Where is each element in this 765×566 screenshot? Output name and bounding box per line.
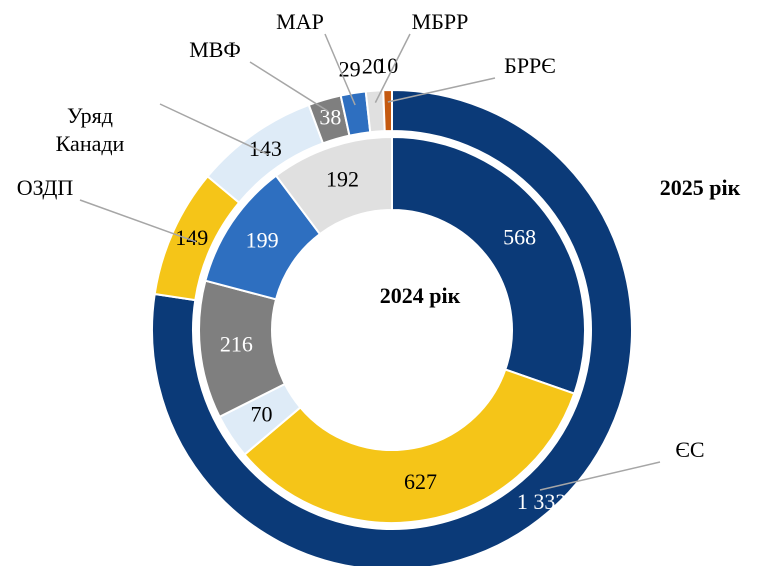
leader-line	[374, 33, 411, 103]
leader-line	[387, 77, 496, 103]
donut-segment	[382, 88, 393, 133]
category-label: ЄС	[675, 437, 705, 462]
donut-segment	[274, 135, 393, 236]
leader-line	[324, 33, 356, 106]
category-label: МБРР	[411, 9, 469, 34]
category-label: МВФ	[189, 37, 241, 62]
leader-line	[249, 61, 329, 112]
value-label: 216	[220, 331, 253, 356]
category-label: Уряд Канади	[55, 103, 125, 156]
outer-ring-title: 2025 рік	[660, 175, 741, 200]
value-label: 29	[339, 56, 361, 81]
value-label: 199	[246, 228, 279, 253]
value-label: 20	[362, 54, 384, 79]
value-label: 149	[175, 225, 208, 250]
category-label: МАР	[276, 9, 324, 34]
donut-segment	[391, 135, 586, 395]
value-label: 568	[503, 224, 536, 249]
leader-line	[79, 199, 197, 243]
value-label: 192	[326, 167, 359, 192]
value-label: 627	[404, 469, 437, 494]
leader-line	[539, 461, 661, 491]
donut-segment	[151, 88, 633, 566]
value-label: 10	[376, 53, 398, 78]
value-label: 70	[250, 401, 272, 426]
category-label: БРРЄ	[504, 53, 556, 78]
inner-ring-title: 2024 рік	[380, 283, 461, 308]
leader-line	[159, 103, 269, 156]
value-label: 38	[319, 104, 341, 129]
value-label: 1 332	[517, 489, 567, 514]
category-label: ОЗДП	[16, 175, 74, 200]
donut-segment	[364, 89, 386, 134]
donut-segment	[243, 368, 576, 524]
